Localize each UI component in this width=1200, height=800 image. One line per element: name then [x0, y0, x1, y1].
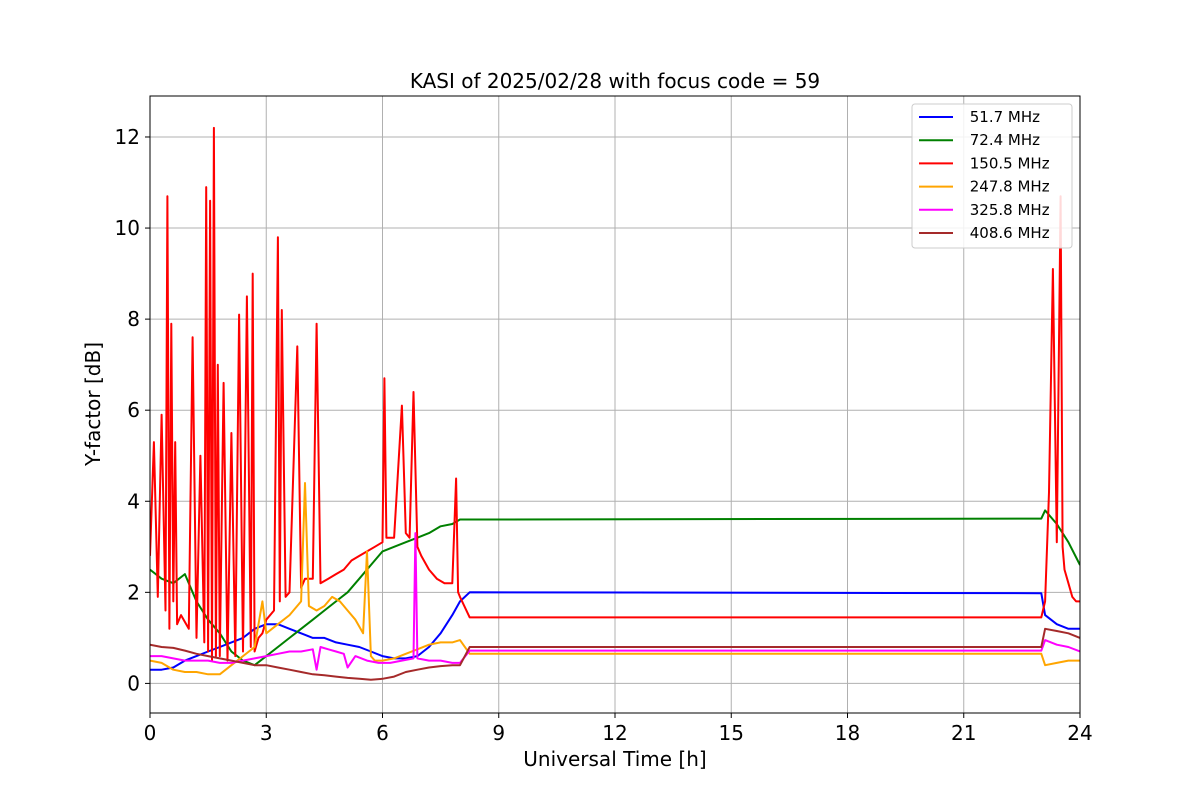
x-tick-label: 9 [492, 721, 505, 745]
y-tick-label: 8 [127, 307, 140, 331]
x-tick-label: 18 [835, 721, 860, 745]
legend-label-2: 150.5 MHz [965, 154, 1050, 172]
y-tick-label: 4 [127, 489, 140, 513]
series-line-4 [150, 532, 1080, 671]
series-lines [150, 126, 1080, 681]
x-axis-ticks: 0 3 6 9 12 15 18 21 24 [144, 713, 1093, 745]
series-line-3 [150, 482, 1080, 676]
x-tick-label: 6 [376, 721, 389, 745]
y-tick-label: 12 [115, 125, 140, 149]
series-line-1 [150, 509, 1080, 667]
legend: 51.7 MHz 72.4 MHz 150.5 MHz 247.8 MHz 32… [911, 103, 1073, 249]
x-tick-label: 24 [1067, 721, 1092, 745]
x-axis-label: Universal Time [h] [523, 747, 706, 771]
x-tick-label: 12 [602, 721, 627, 745]
x-tick-label: 21 [951, 721, 976, 745]
y-axis-label: Y-factor [dB] [81, 342, 105, 467]
legend-label-1: 72.4 MHz [965, 131, 1040, 149]
y-tick-label: 6 [127, 398, 140, 422]
y-tick-label: 2 [127, 580, 140, 604]
y-tick-label: 0 [127, 671, 140, 695]
chart-title: KASI of 2025/02/28 with focus code = 59 [410, 69, 820, 93]
series-line-5 [150, 627, 1080, 681]
y-tick-label: 10 [115, 216, 140, 240]
y-axis-ticks: 0 2 4 6 8 10 12 [115, 125, 150, 695]
legend-label-4: 325.8 MHz [965, 201, 1050, 219]
x-tick-label: 0 [144, 721, 157, 745]
x-tick-label: 15 [719, 721, 744, 745]
legend-label-3: 247.8 MHz [965, 178, 1050, 196]
legend-label-0: 51.7 MHz [965, 108, 1040, 126]
series-line-0 [150, 591, 1080, 671]
x-tick-label: 3 [260, 721, 273, 745]
series-line-2 [150, 126, 1080, 662]
legend-label-5: 408.6 MHz [965, 224, 1050, 242]
